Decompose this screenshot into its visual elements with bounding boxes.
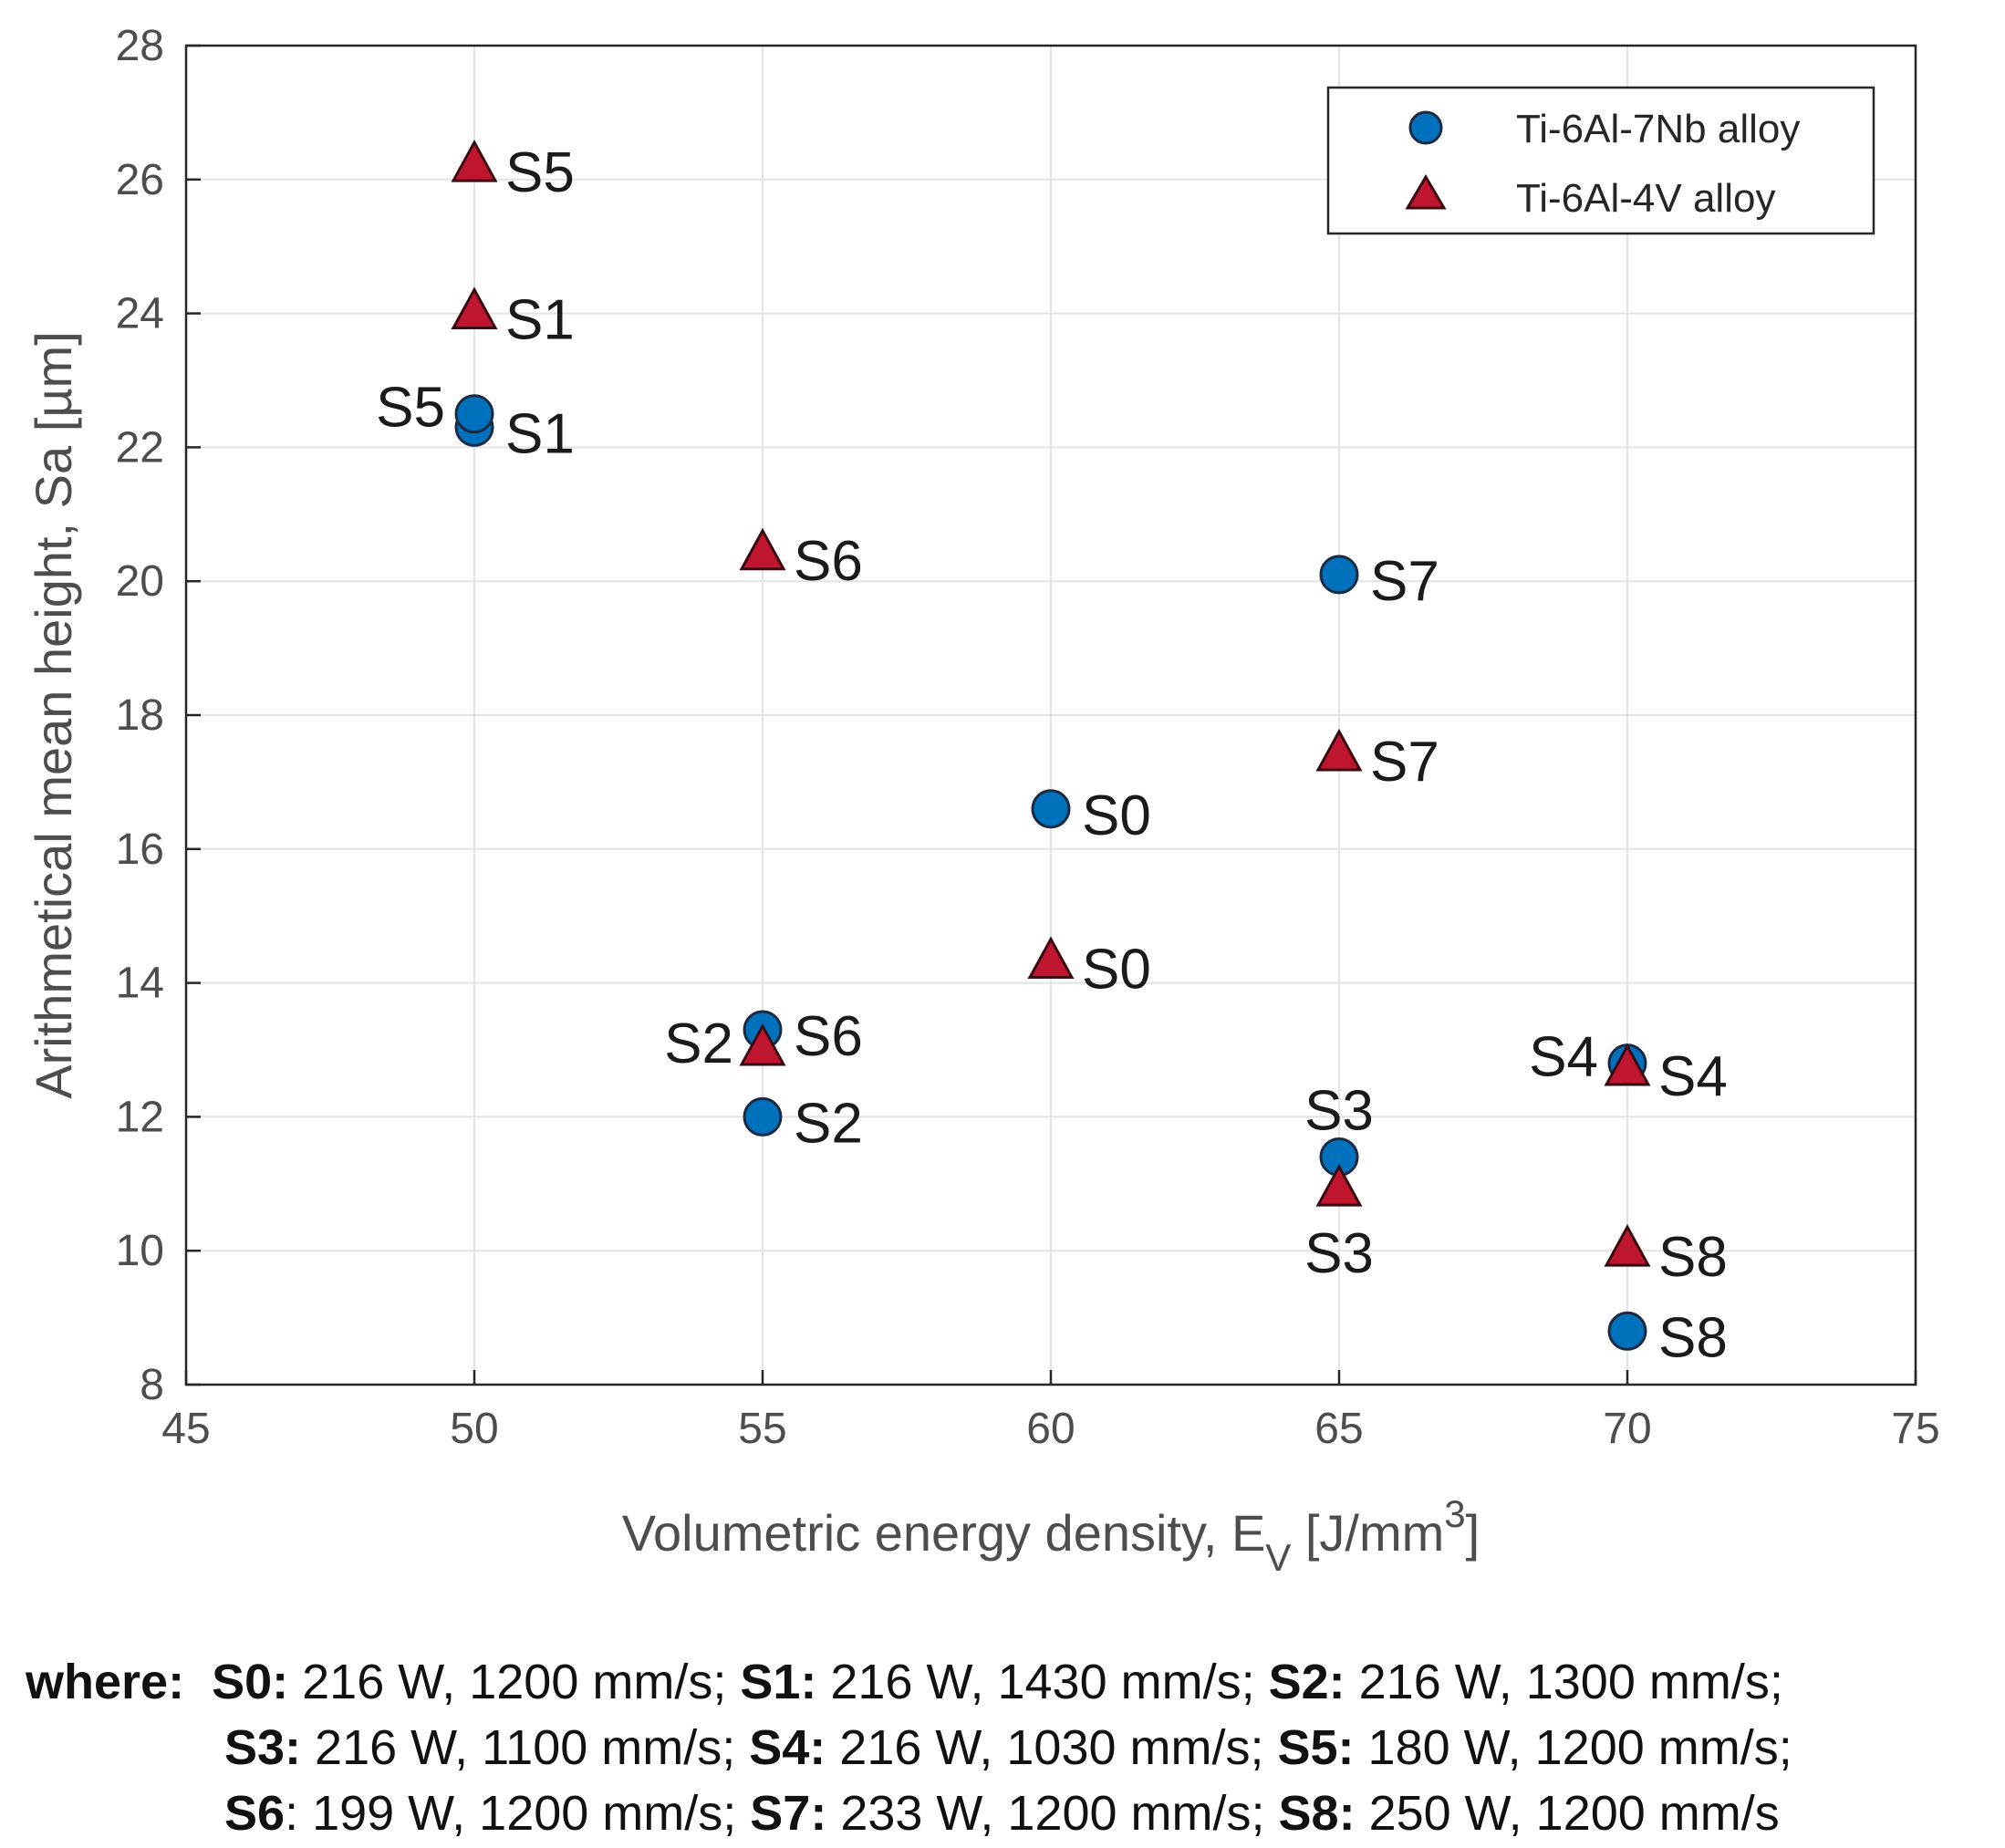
data-point-label: S7: [1370, 731, 1439, 794]
y-tick-label: 12: [116, 1093, 164, 1141]
x-tick-label: 70: [1603, 1405, 1651, 1453]
data-point-label: S3: [1304, 1079, 1374, 1142]
data-point-circle: [1031, 789, 1071, 829]
caption-line-3: S6: 199 W, 1200 mm/s; S7: 233 W, 1200 mm…: [26, 1781, 1996, 1846]
caption-value-s8: 250 W, 1200 mm/s: [1355, 1786, 1780, 1841]
caption-key-s0: S0:: [212, 1655, 289, 1709]
legend-circle-marker: [1408, 110, 1443, 145]
caption-line-2: S3: 216 W, 1100 mm/s; S4: 216 W, 1030 mm…: [26, 1715, 1996, 1781]
data-point-label: S4: [1658, 1045, 1728, 1108]
y-tick-label: 22: [116, 423, 164, 472]
data-point-triangle: [1315, 728, 1363, 772]
x-tick-label: 60: [1026, 1405, 1075, 1453]
x-axis-title-superscript: 3: [1444, 1492, 1465, 1535]
x-axis-title-main: Volumetric energy density, E: [622, 1504, 1266, 1562]
data-point-circle: [743, 1096, 783, 1137]
data-point-triangle: [1604, 1043, 1651, 1086]
y-tick-label: 24: [116, 290, 164, 338]
y-tick-label: 8: [140, 1361, 164, 1409]
x-tick-label: 50: [450, 1405, 498, 1453]
data-point-label: S8: [1658, 1226, 1728, 1289]
data-point-circle: [1607, 1311, 1647, 1351]
caption-key-s2: S2:: [1268, 1655, 1345, 1709]
caption-value-s6: : 199 W, 1200 mm/s;: [285, 1786, 751, 1841]
caption-key-s4: S4:: [749, 1720, 826, 1775]
caption: where: S0: 216 W, 1200 mm/s; S1: 216 W, …: [26, 1649, 1996, 1846]
data-point-label: S0: [1082, 784, 1151, 847]
caption-key-s8: S8:: [1278, 1786, 1356, 1841]
data-point-label: S6: [794, 1005, 863, 1068]
caption-value-s5: 180 W, 1200 mm/s;: [1354, 1720, 1792, 1775]
x-tick-label: 75: [1891, 1405, 1939, 1453]
data-point-label: S1: [505, 289, 575, 352]
caption-value-s0: 216 W, 1200 mm/s;: [288, 1655, 741, 1709]
y-tick-label: 10: [116, 1227, 164, 1275]
data-point-label: S6: [794, 530, 863, 593]
y-tick-label: 16: [116, 825, 164, 874]
caption-where: where:: [26, 1655, 185, 1709]
data-point-label: S4: [1529, 1026, 1598, 1089]
x-tick-label: 55: [738, 1405, 786, 1453]
data-point-triangle: [1315, 1163, 1363, 1207]
data-point-label: S8: [1658, 1306, 1728, 1369]
data-point-label: S7: [1370, 550, 1439, 613]
legend-label-ti6al7nb: Ti-6Al-7Nb alloy: [1516, 107, 1800, 151]
data-point-label: S5: [376, 377, 445, 440]
labels-layer: S1 S5 S6 S2 S0 S7 S3 S4 S8 S5 S1 S6 S2 S0 S7 S3 S4 S8: [376, 141, 1728, 1369]
caption-key-s7: S7:: [750, 1786, 827, 1841]
x-axis-title: Volumetric energy density, EV [J/mm3]: [622, 1492, 1480, 1579]
data-point-label: S2: [794, 1092, 863, 1155]
y-tick-label: 18: [116, 691, 164, 740]
x-axis-title-units: [J/mm: [1291, 1504, 1444, 1562]
y-tick-label: 14: [116, 960, 164, 1008]
data-point-label: S1: [505, 402, 575, 465]
legend-label-ti6al4v: Ti-6Al-4V alloy: [1516, 176, 1775, 221]
y-axis-title: Arithmetical mean height, Sa [µm]: [25, 331, 82, 1099]
data-point-circle: [1319, 555, 1359, 595]
x-tick-label: 65: [1314, 1405, 1363, 1453]
grid-layer: [185, 45, 1917, 1386]
caption-key-s6: S6: [224, 1786, 286, 1841]
legend-triangle-marker: [1405, 174, 1447, 210]
data-point-label: S2: [664, 1012, 733, 1075]
data-point-triangle: [739, 1023, 786, 1066]
scatter-chart: 45 50 55 60 65 70 75 8 10 12 14 16 18 20 22 24 26 28 S1 S5…: [25, 22, 1940, 1579]
data-point-triangle: [451, 139, 498, 182]
y-tick-label: 28: [116, 22, 164, 70]
data-point-triangle: [451, 286, 498, 330]
data-point-triangle: [1604, 1224, 1651, 1267]
legend: Ti-6Al-7Nb alloy Ti-6Al-4V alloy: [1326, 86, 1875, 235]
data-point-triangle: [1027, 936, 1075, 980]
data-point-triangle: [739, 527, 786, 571]
caption-key-s3: S3:: [224, 1720, 302, 1775]
y-tick-label: 26: [116, 156, 164, 204]
data-point-label: S5: [505, 141, 575, 204]
caption-value-s2: 216 W, 1300 mm/s;: [1345, 1655, 1783, 1709]
ticks-layer: 45 50 55 60 65 70 75 8 10 12 14 16 18 20 22 24 26 28: [116, 22, 1940, 1453]
x-axis-title-subscript: V: [1265, 1536, 1291, 1579]
caption-line-1: where: S0: 216 W, 1200 mm/s; S1: 216 W, …: [26, 1649, 1996, 1715]
caption-value-s7: 233 W, 1200 mm/s;: [826, 1786, 1279, 1841]
caption-value-s4: 216 W, 1030 mm/s;: [826, 1720, 1278, 1775]
data-point-label: S0: [1082, 939, 1151, 1002]
marks-layer: [451, 139, 1651, 1351]
caption-key-s1: S1:: [740, 1655, 817, 1709]
x-tick-label: 45: [161, 1405, 210, 1453]
data-point-circle: [454, 394, 494, 434]
caption-key-s5: S5:: [1277, 1720, 1355, 1775]
caption-value-s1: 216 W, 1430 mm/s;: [816, 1655, 1269, 1709]
y-tick-label: 20: [116, 557, 164, 606]
data-point-label: S3: [1304, 1222, 1374, 1285]
x-axis-title-close: ]: [1466, 1504, 1480, 1562]
caption-value-s3: 216 W, 1100 mm/s;: [301, 1720, 750, 1775]
